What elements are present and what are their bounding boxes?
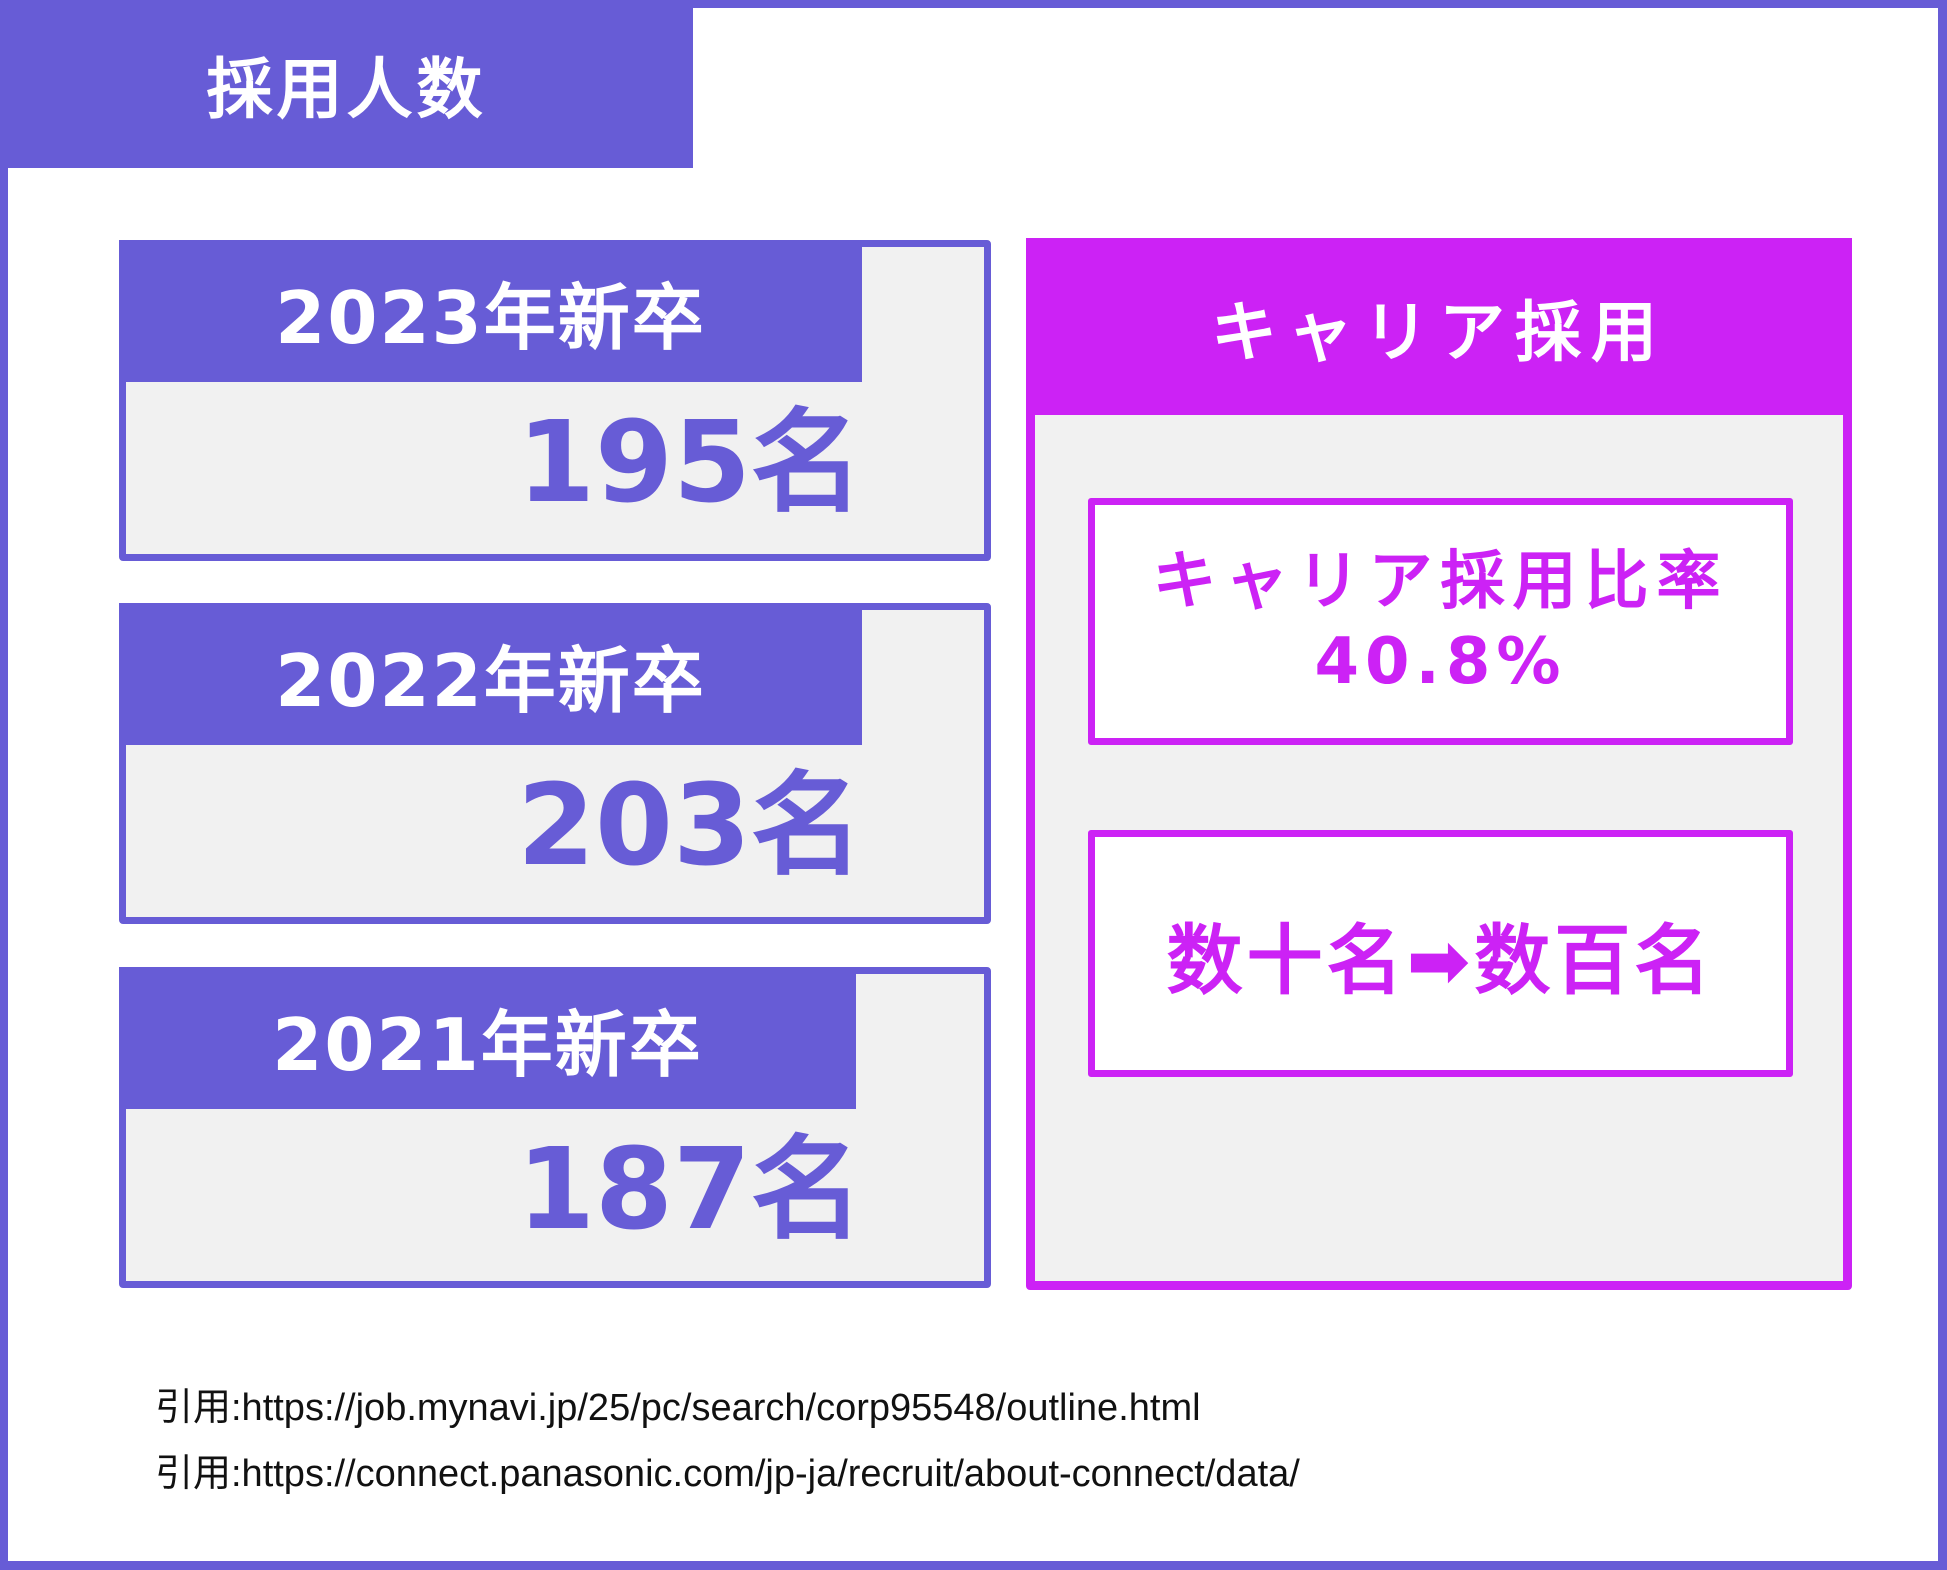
career-growth-text: 数十名➡数百名 bbox=[1166, 915, 1715, 1005]
grad-card-2022: 2022年新卒 203名 bbox=[119, 603, 991, 924]
grad-card-count: 187名 bbox=[517, 1125, 863, 1255]
career-ratio-box: キャリア採用比率 40.8% bbox=[1088, 498, 1793, 745]
grad-card-2023: 2023年新卒 195名 bbox=[119, 240, 991, 561]
grad-card-label: 2021年新卒 bbox=[119, 967, 856, 1109]
grad-card-label: 2023年新卒 bbox=[119, 240, 862, 382]
citation-line: 引用:https://job.mynavi.jp/25/pc/search/co… bbox=[155, 1387, 1201, 1429]
career-ratio-label: キャリア採用比率 bbox=[1152, 544, 1729, 619]
career-card: キャリア採用 キャリア採用比率 40.8% 数十名➡数百名 bbox=[1026, 238, 1852, 1290]
career-growth-box: 数十名➡数百名 bbox=[1088, 830, 1793, 1077]
career-ratio-value: 40.8% bbox=[1314, 624, 1567, 699]
page-title: 採用人数 bbox=[0, 0, 693, 168]
grad-card-count: 195名 bbox=[517, 398, 863, 528]
grad-card-count: 203名 bbox=[517, 761, 863, 891]
career-card-title: キャリア採用 bbox=[1026, 238, 1852, 415]
citation-line: 引用:https://connect.panasonic.com/jp-ja/r… bbox=[155, 1453, 1300, 1495]
grad-card-2021: 2021年新卒 187名 bbox=[119, 967, 991, 1288]
citations: 引用:https://job.mynavi.jp/25/pc/search/co… bbox=[155, 1375, 1300, 1507]
grad-card-label: 2022年新卒 bbox=[119, 603, 862, 745]
